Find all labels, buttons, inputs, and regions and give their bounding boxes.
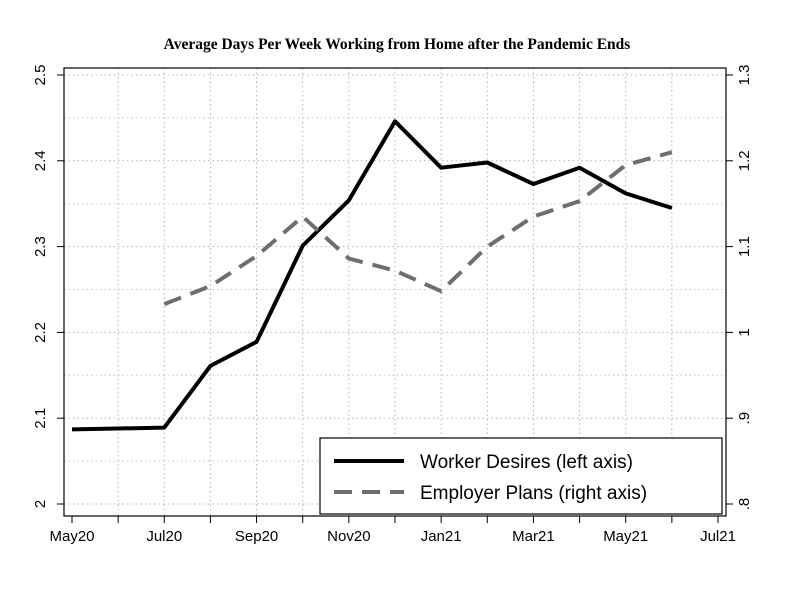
- x-tick-label: May21: [603, 528, 648, 545]
- series-worker-desires-line: [71, 119, 673, 432]
- y-left-tick-label: 2.5: [32, 65, 49, 86]
- y-left-tick-label: 2.1: [32, 408, 49, 429]
- series-employer-plans-line: [163, 150, 673, 306]
- legend-label: Employer Plans (right axis): [420, 483, 647, 504]
- x-tick-label: Jul20: [146, 528, 182, 545]
- y-right-tick-label: 1.2: [736, 150, 753, 171]
- y-left-tick-label: 2.3: [32, 236, 49, 257]
- y-right-tick-label: 1: [736, 328, 753, 336]
- x-tick-label: Nov20: [327, 528, 370, 545]
- legend-label: Worker Desires (left axis): [420, 452, 633, 473]
- y-left-tick-label: 2: [32, 500, 49, 508]
- legend-box: [319, 437, 723, 515]
- y-right-tick-label: 1.1: [736, 236, 753, 257]
- x-tick-label: Sep20: [235, 528, 278, 545]
- y-right-tick-label: 1.3: [736, 65, 753, 86]
- y-left-tick-label: 2.4: [32, 150, 49, 171]
- y-right-tick-label: .9: [736, 412, 753, 425]
- x-tick-label: Mar21: [512, 528, 555, 545]
- y-left-tick-label: 2.2: [32, 322, 49, 343]
- x-tick-label: Jan21: [421, 528, 462, 545]
- chart-title: Average Days Per Week Working from Home …: [163, 36, 631, 53]
- x-tick-label: May20: [49, 528, 94, 545]
- y-right-tick-label: .8: [736, 498, 753, 511]
- x-tick-label: Jul21: [700, 528, 736, 545]
